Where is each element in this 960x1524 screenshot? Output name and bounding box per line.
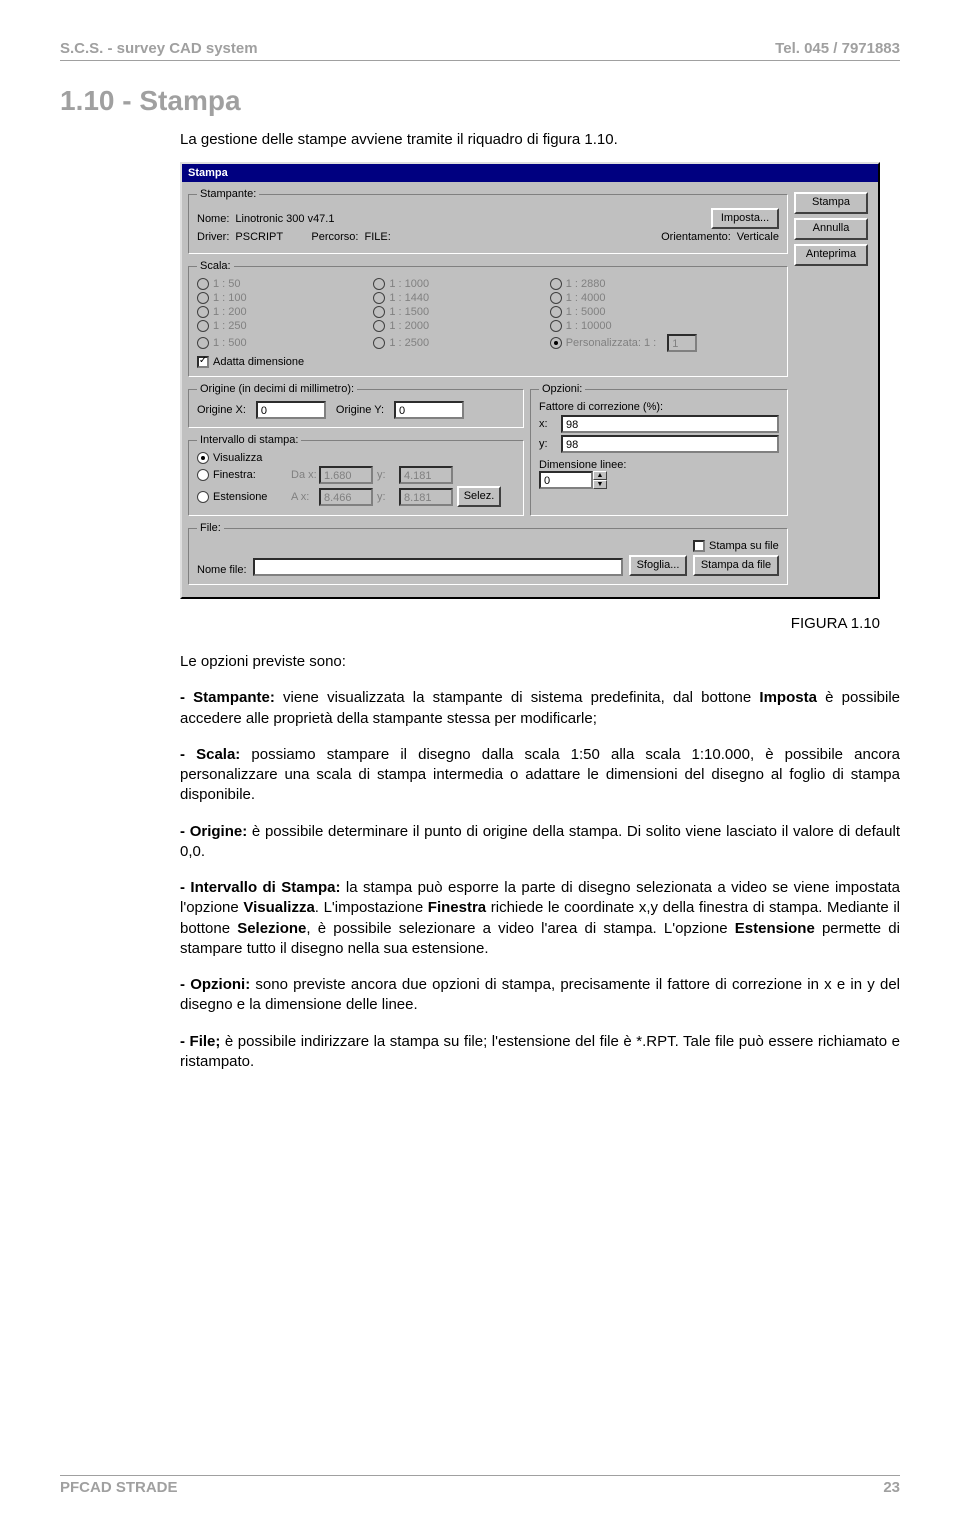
printer-name-label: Nome: (197, 213, 229, 225)
scale-1-100[interactable]: 1 : 100 (197, 292, 373, 304)
orient-value: Verticale (737, 231, 779, 243)
interval-group: Intervallo di stampa: Visualizza Finestr… (188, 434, 524, 516)
path-value: FILE: (364, 231, 424, 243)
header-right: Tel. 045 / 7971883 (775, 40, 900, 57)
interval-estensione[interactable]: Estensione (197, 491, 287, 503)
scale-1-1440[interactable]: 1 : 1440 (373, 292, 549, 304)
imposta-button[interactable]: Imposta... (711, 208, 779, 229)
scale-1-2500[interactable]: 1 : 2500 (373, 334, 549, 352)
scale-1-2880[interactable]: 1 : 2880 (550, 278, 779, 290)
para-stampante: - Stampante: viene visualizzata la stamp… (180, 688, 900, 729)
footer-left: PFCAD STRADE (60, 1479, 178, 1496)
scale-legend: Scala: (197, 260, 234, 272)
scale-1-4000[interactable]: 1 : 4000 (550, 292, 779, 304)
body-text: Le opzioni previste sono: - Stampante: v… (180, 652, 900, 1072)
section-title: 1.10 - Stampa (60, 85, 900, 117)
anteprima-button[interactable]: Anteprima (794, 244, 868, 266)
origin-x-input[interactable]: 0 (256, 401, 326, 419)
origin-y-label: Origine Y: (336, 404, 384, 416)
scale-1-200[interactable]: 1 : 200 (197, 306, 373, 318)
stampa-su-file-checkbox[interactable]: Stampa su file (693, 540, 779, 552)
file-legend: File: (197, 522, 224, 534)
scale-group: Scala: 1 : 50 1 : 1000 1 : 2880 1 : 100 … (188, 260, 788, 377)
da-y-input[interactable]: 4.181 (399, 466, 453, 484)
para-intervallo: - Intervallo di Stampa: la stampa può es… (180, 878, 900, 959)
dim-spinner[interactable]: ▲▼ (593, 471, 607, 489)
origin-x-label: Origine X: (197, 404, 246, 416)
origin-group: Origine (in decimi di millimetro): Origi… (188, 383, 524, 428)
stampa-da-file-button[interactable]: Stampa da file (693, 555, 779, 576)
origin-y-input[interactable]: 0 (394, 401, 464, 419)
scale-1-2000[interactable]: 1 : 2000 (373, 320, 549, 332)
print-dialog: Stampa Stampante: Nome: Linotronic 300 v… (180, 162, 880, 599)
origin-legend: Origine (in decimi di millimetro): (197, 383, 357, 395)
file-name-label: Nome file: (197, 564, 247, 576)
interval-visualizza[interactable]: Visualizza (197, 452, 287, 464)
da-x-input[interactable]: 1.680 (319, 466, 373, 484)
path-label: Percorso: (311, 231, 358, 243)
scale-1-1000[interactable]: 1 : 1000 (373, 278, 549, 290)
para-scala: - Scala: possiamo stampare il disegno da… (180, 745, 900, 806)
factor-label: Fattore di correzione (%): (539, 401, 779, 413)
scale-1-500[interactable]: 1 : 500 (197, 334, 373, 352)
scale-1-5000[interactable]: 1 : 5000 (550, 306, 779, 318)
scale-1-50[interactable]: 1 : 50 (197, 278, 373, 290)
printer-group: Stampante: Nome: Linotronic 300 v47.1 Im… (188, 188, 788, 254)
file-group: File: Nome file: Sfoglia... Stampa su fi… (188, 522, 788, 585)
para-file: - File; è possibile indirizzare la stamp… (180, 1032, 900, 1073)
options-intro: Le opzioni previste sono: (180, 652, 900, 672)
driver-label: Driver: (197, 231, 229, 243)
factor-y-input[interactable]: 98 (561, 435, 779, 453)
scale-1-1500[interactable]: 1 : 1500 (373, 306, 549, 318)
stampa-button[interactable]: Stampa (794, 192, 868, 214)
sfoglia-button[interactable]: Sfoglia... (629, 555, 687, 576)
factor-x-input[interactable]: 98 (561, 415, 779, 433)
a-x-input[interactable]: 8.466 (319, 488, 373, 506)
page-header: S.C.S. - survey CAD system Tel. 045 / 79… (60, 40, 900, 61)
a-y-input[interactable]: 8.181 (399, 488, 453, 506)
annulla-button[interactable]: Annulla (794, 218, 868, 240)
scale-1-10000[interactable]: 1 : 10000 (550, 320, 779, 332)
intro-text: La gestione delle stampe avviene tramite… (180, 131, 900, 148)
orient-label: Orientamento: (661, 231, 731, 243)
para-opzioni: - Opzioni: sono previste ancora due opzi… (180, 975, 900, 1016)
page-footer: PFCAD STRADE 23 (60, 1475, 900, 1496)
driver-value: PSCRIPT (235, 231, 305, 243)
file-name-input[interactable] (253, 558, 623, 576)
interval-legend: Intervallo di stampa: (197, 434, 301, 446)
footer-right: 23 (883, 1479, 900, 1496)
dim-input[interactable]: 0 (539, 471, 593, 489)
printer-legend: Stampante: (197, 188, 259, 200)
interval-finestra[interactable]: Finestra: (197, 469, 287, 481)
printer-name-value: Linotronic 300 v47.1 (235, 213, 705, 225)
scale-personalizzata[interactable]: Personalizzata: 1 : 1 (550, 334, 779, 352)
dim-label: Dimensione linee: (539, 459, 779, 471)
para-origine: - Origine: è possibile determinare il pu… (180, 822, 900, 863)
options-group: Opzioni: Fattore di correzione (%): x:98… (530, 383, 788, 516)
header-left: S.C.S. - survey CAD system (60, 40, 258, 57)
scale-pers-input[interactable]: 1 (667, 334, 697, 352)
scale-1-250[interactable]: 1 : 250 (197, 320, 373, 332)
dialog-titlebar: Stampa (182, 164, 878, 182)
selez-button[interactable]: Selez. (457, 486, 501, 507)
figure-caption: FIGURA 1.10 (180, 615, 900, 632)
options-legend: Opzioni: (539, 383, 585, 395)
adatta-checkbox[interactable]: Adatta dimensione (197, 356, 779, 368)
